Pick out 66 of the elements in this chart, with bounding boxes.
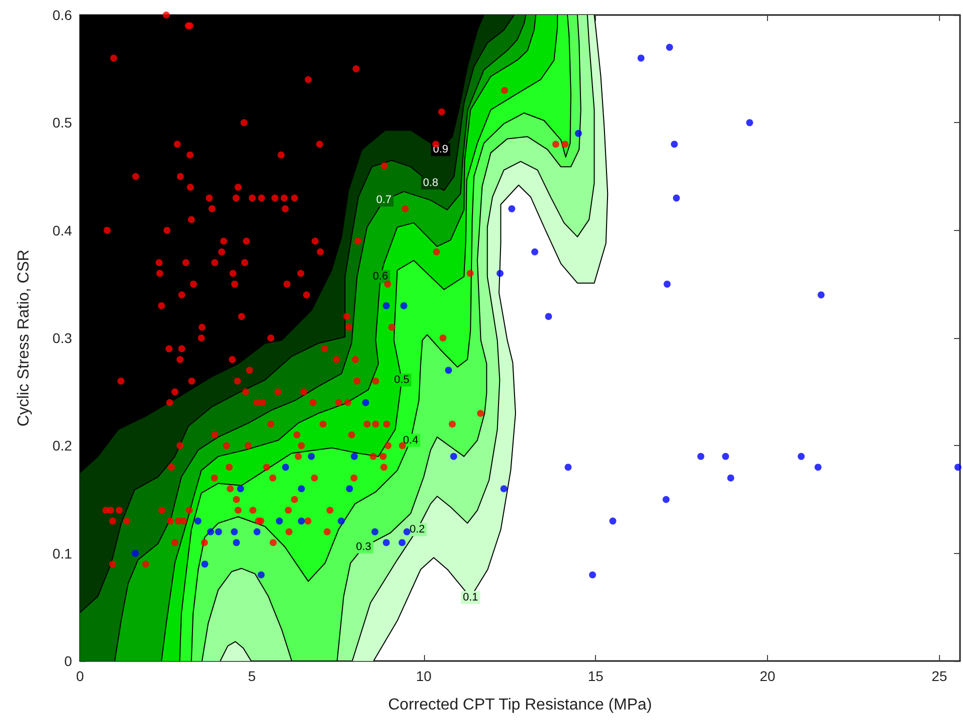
point	[746, 119, 754, 126]
point	[362, 399, 370, 406]
x-axis-title: Corrected CPT Tip Resistance (MPa)	[388, 696, 652, 714]
y-axis-title: Cyclic Stress Ratio, CSR	[16, 250, 32, 426]
point	[207, 528, 214, 536]
point	[545, 312, 552, 320]
y-tick-label: 0	[64, 653, 72, 669]
point	[500, 485, 508, 492]
point	[382, 539, 390, 546]
point	[609, 518, 616, 525]
point	[814, 464, 822, 471]
point	[371, 528, 378, 536]
point	[282, 464, 290, 471]
point	[276, 518, 283, 525]
point	[954, 464, 962, 471]
point	[338, 518, 345, 525]
point	[400, 302, 408, 310]
point	[531, 248, 538, 256]
series-label: 0.9	[432, 144, 448, 156]
point	[697, 452, 704, 460]
point	[398, 539, 406, 546]
x-tick-label: 15	[588, 668, 604, 684]
point	[298, 518, 305, 525]
point	[194, 518, 202, 525]
y-tick-label: 0.2	[52, 438, 72, 454]
point	[574, 130, 582, 137]
point	[589, 571, 596, 578]
point	[350, 452, 358, 460]
y-tick-label: 0.3	[52, 330, 72, 346]
point	[666, 44, 674, 51]
point	[672, 194, 680, 202]
point	[258, 571, 265, 578]
point	[496, 270, 504, 277]
y-tick-label: 0.4	[52, 222, 72, 238]
point	[201, 560, 208, 568]
x-tick-label: 20	[760, 668, 776, 684]
y-tick-label: 0.6	[52, 7, 72, 23]
point	[298, 485, 305, 492]
point	[508, 205, 516, 212]
point	[132, 550, 139, 557]
x-tick-label: 0	[76, 668, 84, 684]
point	[727, 474, 734, 482]
x-tick-label: 10	[416, 668, 432, 684]
x-tick-label: 25	[932, 668, 948, 684]
point	[237, 485, 244, 492]
point	[232, 539, 240, 546]
point	[818, 291, 825, 298]
series-label: 0.5	[394, 374, 410, 386]
y-tick-label: 0.1	[52, 545, 72, 562]
point	[722, 452, 730, 460]
point	[346, 485, 353, 492]
y-tick-label: 0.5	[52, 114, 72, 131]
point	[798, 452, 805, 460]
point	[664, 280, 671, 288]
point	[450, 452, 458, 460]
point	[662, 496, 670, 503]
point	[564, 464, 572, 471]
point	[670, 140, 678, 148]
point	[230, 528, 238, 536]
point	[215, 528, 222, 536]
point	[308, 452, 315, 460]
point	[254, 528, 261, 536]
point	[445, 366, 452, 374]
point	[382, 302, 390, 310]
x-tick-label: 5	[248, 668, 256, 684]
point	[638, 54, 644, 62]
